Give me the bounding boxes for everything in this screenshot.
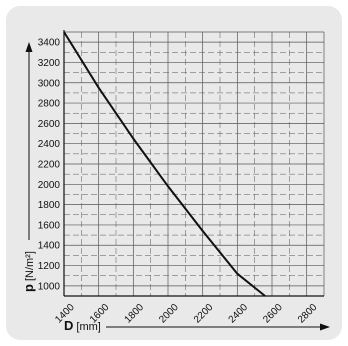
chart-panel <box>6 6 342 340</box>
x-tick-label: 2000 <box>157 302 181 326</box>
y-tick-label: 1800 <box>38 200 61 211</box>
x-tick-label: 2400 <box>227 302 251 326</box>
y-tick-label: 2200 <box>38 160 61 171</box>
x-axis-unit: [mm] <box>76 321 100 333</box>
x-tick-label: 2200 <box>192 302 216 326</box>
series <box>63 31 266 297</box>
y-tick-label: 1200 <box>38 261 61 272</box>
y-tick-labels: 1000 1200 1400 1600 1800 2000 2200 2400 2600 2800… <box>38 38 61 293</box>
y-tick-label: 2000 <box>38 180 61 191</box>
y-tick-label: 1000 <box>38 281 61 292</box>
y-tick-label: 3200 <box>38 58 61 69</box>
y-tick-label: 3400 <box>38 38 61 49</box>
y-tick-label: 2800 <box>38 99 61 110</box>
y-tick-label: 1600 <box>38 220 61 231</box>
axes <box>25 30 330 331</box>
y-tick-label: 2600 <box>38 119 61 130</box>
x-tick-label: 1800 <box>123 302 147 326</box>
x-tick-label: 2600 <box>261 302 285 326</box>
x-axis-symbol: D <box>64 318 73 333</box>
y-tick-label: 3000 <box>38 78 61 89</box>
y-tick-label: 2400 <box>38 139 61 150</box>
y-axis-label: p [N/m²] <box>21 251 36 292</box>
x-axis-arrowhead <box>320 323 330 331</box>
series-line <box>63 31 266 297</box>
grid <box>64 31 325 296</box>
x-tick-label: 2800 <box>296 302 320 326</box>
y-tick-label: 1400 <box>38 241 61 252</box>
y-axis-unit: [N/m²] <box>24 251 36 281</box>
y-axis-arrowhead <box>25 42 33 52</box>
y-axis-symbol: p <box>21 284 36 292</box>
x-axis-label: D [mm] <box>64 318 101 333</box>
